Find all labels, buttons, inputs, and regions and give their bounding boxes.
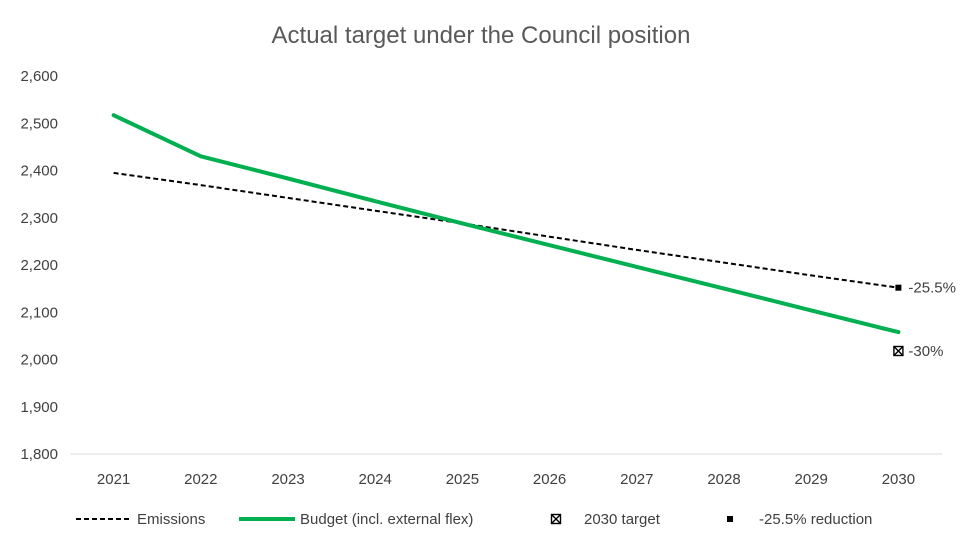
y-axis: 1,800 1,900 2,000 2,100 2,200 2,300 2,400 2,500… [20, 68, 58, 463]
legend-swatch-marker [550, 513, 562, 525]
legend-label: -25.5% reduction [759, 511, 872, 528]
x-tick-label: 2030 [882, 471, 915, 488]
legend-item-2030-target: 2030 target [550, 511, 661, 528]
x-tick-label: 2024 [359, 471, 392, 488]
y-tick-label: 2,000 [20, 352, 58, 369]
legend-item-budget-incl-external-flex: Budget (incl. external flex) [239, 511, 473, 528]
y-tick-label: 2,400 [20, 163, 58, 180]
legend-item-emissions: Emissions [76, 511, 205, 528]
x-tick-label: 2029 [795, 471, 828, 488]
x-tick-label: 2022 [184, 471, 217, 488]
legend-label: Budget (incl. external flex) [300, 511, 473, 528]
legend-label: Emissions [137, 511, 205, 528]
point-25-5-reduction-marker [895, 284, 902, 291]
x-tick-label: 2023 [271, 471, 304, 488]
point-25-5-reduction-label: -25.5% [908, 280, 956, 297]
chart-title: Actual target under the Council position [272, 22, 691, 49]
y-tick-label: 2,600 [20, 68, 58, 85]
series-layer [111, 113, 901, 335]
legend-item-25-5-reduction: -25.5% reduction [727, 511, 872, 528]
y-tick-label: 2,500 [20, 115, 58, 132]
x-tick-label: 2027 [620, 471, 653, 488]
x-axis: 2021 2022 2023 2024 2025 2026 2027 2028 2029 2030 [70, 453, 942, 488]
x-tick-label: 2026 [533, 471, 566, 488]
legend-label: 2030 target [584, 511, 661, 528]
legend-swatch-marker [727, 516, 733, 522]
y-tick-label: 1,800 [20, 446, 58, 463]
x-tick-label: 2021 [97, 471, 130, 488]
legend: Emissions Budget (incl. external flex) 203… [76, 511, 872, 528]
point-2030-target-marker [893, 345, 904, 357]
y-tick-label: 2,200 [20, 257, 58, 274]
x-tick-label: 2028 [707, 471, 740, 488]
y-tick-label: 1,900 [20, 399, 58, 416]
points-layer: -30% -25.5% [893, 280, 956, 360]
x-tick-label: 2025 [446, 471, 479, 488]
y-tick-label: 2,300 [20, 210, 58, 227]
y-tick-label: 2,100 [20, 304, 58, 321]
series-line-emissions [113, 171, 899, 289]
series-line-budget-incl-external-flex [111, 113, 901, 335]
point-2030-target-label: -30% [908, 343, 943, 360]
